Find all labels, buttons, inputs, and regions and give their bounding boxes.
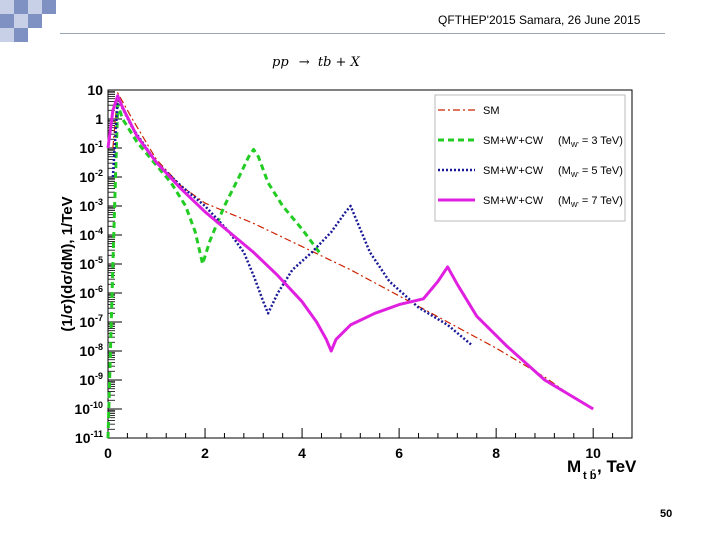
series-layer <box>106 92 594 439</box>
legend-mass-3: (MW' = 5 TeV) <box>558 165 623 179</box>
legend-label-3: SM+W'+CW <box>483 165 544 177</box>
y-tick-label: 10-11 <box>75 429 103 446</box>
y-tick-label: 10-7 <box>79 313 103 330</box>
x-axis-label-sub: t b̄ <box>583 470 597 482</box>
legend-mass-2: (MW' = 3 TeV) <box>558 135 623 149</box>
y-tick-label: 10-10 <box>74 400 103 417</box>
legend-mass-4: (MW' = 7 TeV) <box>558 195 623 209</box>
title-tb: tb <box>318 55 332 70</box>
series-line-2 <box>106 103 323 439</box>
title-lhs: pp <box>272 55 289 70</box>
legend-label-4: SM+W'+CW <box>483 195 544 207</box>
y-tick-label: 10-9 <box>79 371 103 388</box>
x-axis-label-rest: , TeV <box>597 457 637 476</box>
y-tick-label: 10-6 <box>79 284 103 301</box>
series-line-4 <box>106 94 594 411</box>
x-tick-labels: 0 2 4 6 8 10 <box>104 445 601 461</box>
x-axis-label: M t b̄ , TeV <box>567 457 637 482</box>
y-tick-label: 10 <box>87 82 103 98</box>
y-tick-label: 10-5 <box>79 255 103 272</box>
y-tick-label: 10-8 <box>79 342 103 359</box>
x-tick-label: 0 <box>104 445 112 461</box>
title-rest: + X <box>336 55 361 70</box>
y-tick-label: 10-1 <box>79 139 103 156</box>
y-tick-labels: 10 1 10-1 10-2 10-3 10-4 10-5 10-6 10-7 10-8 10-9 1… <box>74 82 103 446</box>
legend-label-2: SM+W'+CW <box>483 135 544 147</box>
y-tick-label: 10-4 <box>79 226 103 243</box>
title-arrow: → <box>299 55 310 70</box>
slide-header: QFTHEP'2015 Samara, 26 June 2015 <box>438 13 641 27</box>
x-tick-label: 4 <box>298 445 306 461</box>
page-number: 50 <box>660 508 673 520</box>
x-tick-label: 6 <box>395 445 403 461</box>
chart-title: pp → tb + X <box>272 55 361 70</box>
x-tick-label: 8 <box>492 445 500 461</box>
y-axis-label: (1/σ)(dσ/dM), 1/TeV <box>59 196 76 331</box>
y-tick-label: 10-3 <box>79 197 103 214</box>
header-divider <box>60 33 665 34</box>
corner-decoration <box>0 0 56 42</box>
x-tick-label: 2 <box>201 445 209 461</box>
svg-text:pp → tb + X: pp → tb + X <box>272 55 361 70</box>
y-tick-label: 1 <box>95 111 103 127</box>
x-tick-label: 10 <box>585 445 601 461</box>
y-tick-label: 10-2 <box>79 168 103 185</box>
legend-label-1: SM <box>483 105 500 117</box>
x-axis-label-main: M <box>567 457 581 476</box>
legend: SM SM+W'+CW (MW' = 3 TeV) SM+W'+CW (MW' = 5 … <box>434 94 626 222</box>
